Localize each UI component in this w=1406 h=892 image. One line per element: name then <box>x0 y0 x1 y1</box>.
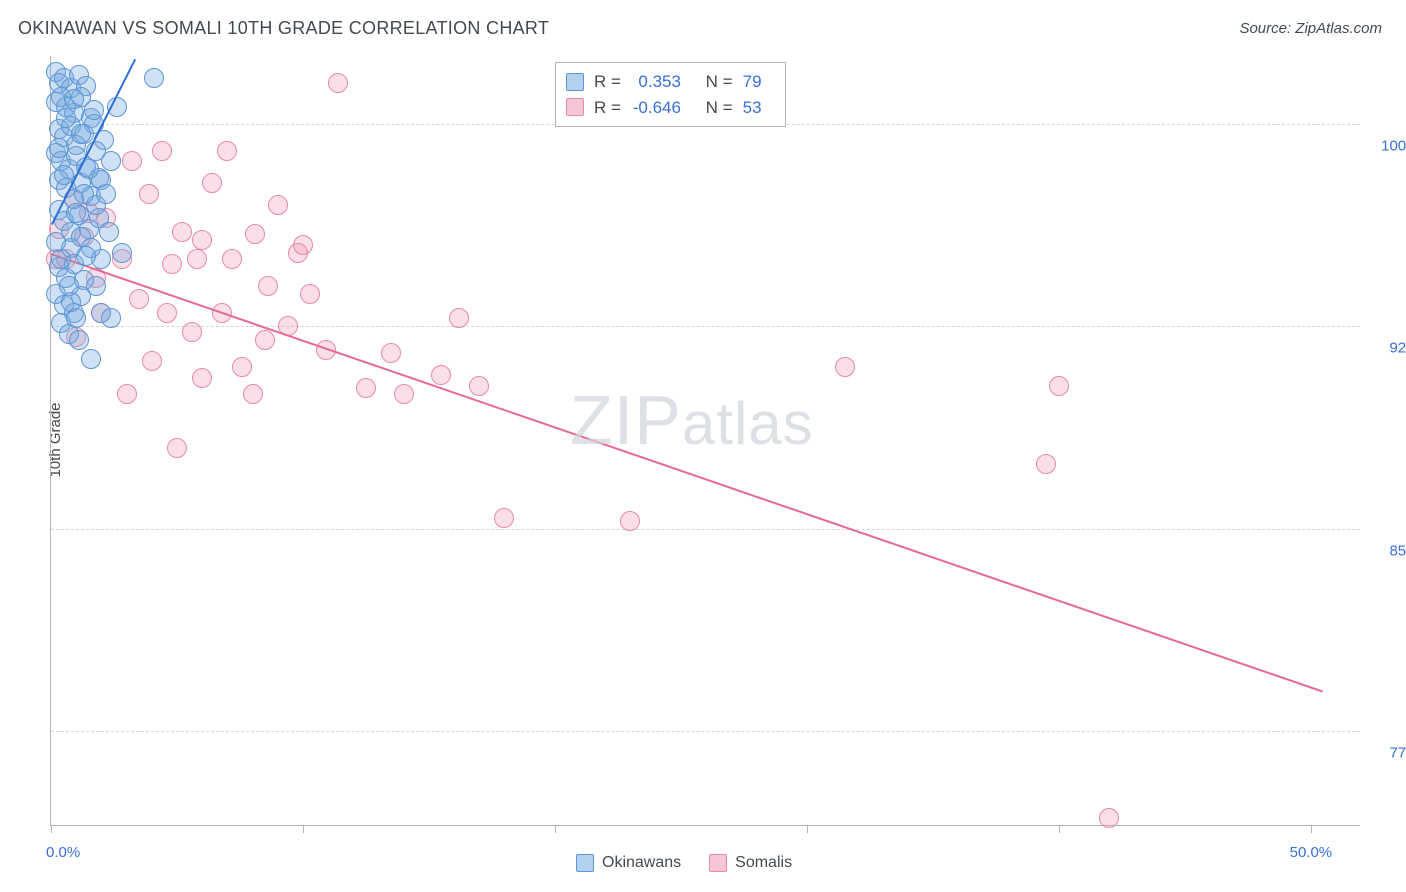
legend-label-somalis: Somalis <box>735 854 792 872</box>
data-point <box>49 138 69 158</box>
y-tick-label: 85.0% <box>1372 542 1406 559</box>
stats-row-okinawans: R = 0.353 N = 79 <box>566 69 771 95</box>
x-tick <box>555 825 556 833</box>
data-point <box>167 438 187 458</box>
data-point <box>54 165 74 185</box>
series-legend: Okinawans Somalis <box>576 854 792 872</box>
data-point <box>255 330 275 350</box>
x-tick <box>303 825 304 833</box>
data-point <box>152 141 172 161</box>
x-tick-label: 0.0% <box>46 844 80 861</box>
data-point <box>84 100 104 120</box>
data-point <box>431 365 451 385</box>
plot-area: 77.5%85.0%92.5%100.0% <box>50 56 1360 826</box>
data-point <box>122 151 142 171</box>
label-r: R = <box>594 95 621 121</box>
x-tick <box>1059 825 1060 833</box>
data-point <box>258 276 278 296</box>
data-point <box>222 249 242 269</box>
x-tick-label: 50.0% <box>1290 844 1333 861</box>
value-r-somalis: -0.646 <box>631 95 681 121</box>
data-point <box>162 254 182 274</box>
value-r-okinawans: 0.353 <box>631 69 681 95</box>
label-n: N = <box>706 95 733 121</box>
legend-item-okinawans: Okinawans <box>576 854 681 872</box>
y-tick-label: 77.5% <box>1372 745 1406 762</box>
gridline <box>51 731 1360 732</box>
data-point <box>142 351 162 371</box>
swatch-okinawans <box>566 73 584 91</box>
data-point <box>232 357 252 377</box>
data-point <box>71 124 91 144</box>
data-point <box>76 246 96 266</box>
swatch-somalis <box>709 854 727 872</box>
data-point <box>66 203 86 223</box>
data-point <box>144 68 164 88</box>
data-point <box>1049 376 1069 396</box>
data-point <box>394 384 414 404</box>
data-point <box>620 511 640 531</box>
legend-label-okinawans: Okinawans <box>602 854 681 872</box>
x-tick <box>807 825 808 833</box>
data-point <box>187 249 207 269</box>
data-point <box>300 284 320 304</box>
data-point <box>268 195 288 215</box>
data-point <box>56 108 76 128</box>
data-point <box>245 224 265 244</box>
data-point <box>157 303 177 323</box>
x-tick <box>51 825 52 833</box>
data-point <box>356 378 376 398</box>
value-n-okinawans: 79 <box>743 69 771 95</box>
stats-row-somalis: R = -0.646 N = 53 <box>566 95 771 121</box>
data-point <box>182 322 202 342</box>
gridline <box>51 326 1360 327</box>
swatch-somalis <box>566 98 584 116</box>
data-point <box>61 292 81 312</box>
x-tick <box>1311 825 1312 833</box>
data-point <box>129 289 149 309</box>
y-tick-label: 92.5% <box>1372 340 1406 357</box>
chart-title: OKINAWAN VS SOMALI 10TH GRADE CORRELATIO… <box>18 18 549 39</box>
data-point <box>99 222 119 242</box>
correlation-stats-box: R = 0.353 N = 79 R = -0.646 N = 53 <box>555 62 786 127</box>
data-point <box>217 141 237 161</box>
data-point <box>172 222 192 242</box>
data-point <box>192 230 212 250</box>
data-point <box>1099 808 1119 828</box>
trend-line <box>50 253 1323 693</box>
value-n-somalis: 53 <box>743 95 771 121</box>
legend-item-somalis: Somalis <box>709 854 792 872</box>
data-point <box>293 235 313 255</box>
swatch-okinawans <box>576 854 594 872</box>
data-point <box>381 343 401 363</box>
data-point <box>112 243 132 263</box>
label-n: N = <box>706 69 733 95</box>
data-point <box>81 349 101 369</box>
data-point <box>449 308 469 328</box>
data-point <box>117 384 137 404</box>
data-point <box>101 308 121 328</box>
data-point <box>96 184 116 204</box>
source-attribution: Source: ZipAtlas.com <box>1239 20 1382 37</box>
data-point <box>1036 454 1056 474</box>
data-point <box>835 357 855 377</box>
y-tick-label: 100.0% <box>1372 137 1406 154</box>
data-point <box>64 89 84 109</box>
data-point <box>494 508 514 528</box>
data-point <box>243 384 263 404</box>
label-r: R = <box>594 69 621 95</box>
data-point <box>469 376 489 396</box>
data-point <box>74 184 94 204</box>
data-point <box>69 330 89 350</box>
data-point <box>46 232 66 252</box>
data-point <box>139 184 159 204</box>
gridline <box>51 529 1360 530</box>
data-point <box>192 368 212 388</box>
data-point <box>328 73 348 93</box>
data-point <box>202 173 222 193</box>
